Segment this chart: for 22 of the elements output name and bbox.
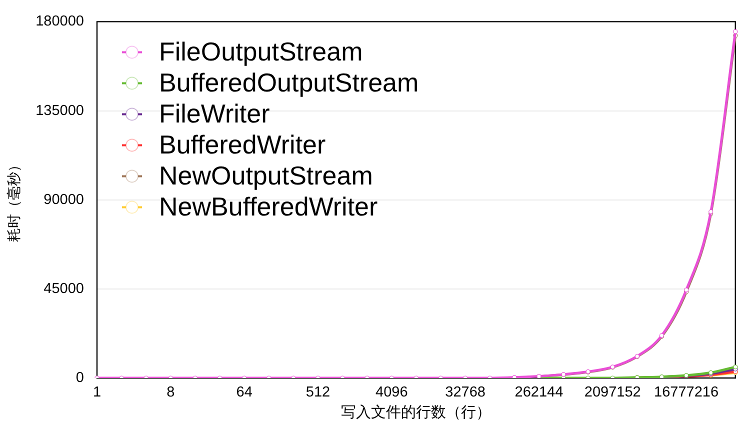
y-tick-label: 90000: [44, 192, 84, 208]
x-tick-label: 8: [166, 384, 175, 401]
y-tick-label: 45000: [44, 280, 84, 297]
x-tick-label: 16777216: [654, 384, 719, 401]
legend-label: FileWriter: [159, 98, 270, 128]
x-axis-title: 写入文件的行数（行）: [341, 404, 492, 422]
x-tick-label: 2097152: [584, 384, 641, 401]
y-tick-label: 135000: [36, 102, 84, 119]
legend-label: NewBufferedWriter: [159, 191, 378, 222]
legend-label: BufferedWriter: [159, 129, 326, 160]
x-tick-label: 64: [236, 384, 252, 401]
x-tick-label: 32768: [445, 384, 486, 401]
legend-label: FileOutputStream: [159, 36, 363, 66]
y-axis-title: 耗时（毫秒）: [5, 158, 22, 242]
x-tick-label: 4096: [376, 384, 408, 401]
x-tick-label: 262144: [514, 384, 564, 401]
legend-label: NewOutputStream: [159, 160, 373, 190]
legend-label: BufferedOutputStream: [159, 67, 419, 98]
x-tick-label: 512: [306, 384, 330, 401]
x-tick-label: 1: [92, 384, 102, 401]
y-tick-label: 0: [76, 370, 84, 386]
y-tick-label: 180000: [36, 14, 84, 30]
